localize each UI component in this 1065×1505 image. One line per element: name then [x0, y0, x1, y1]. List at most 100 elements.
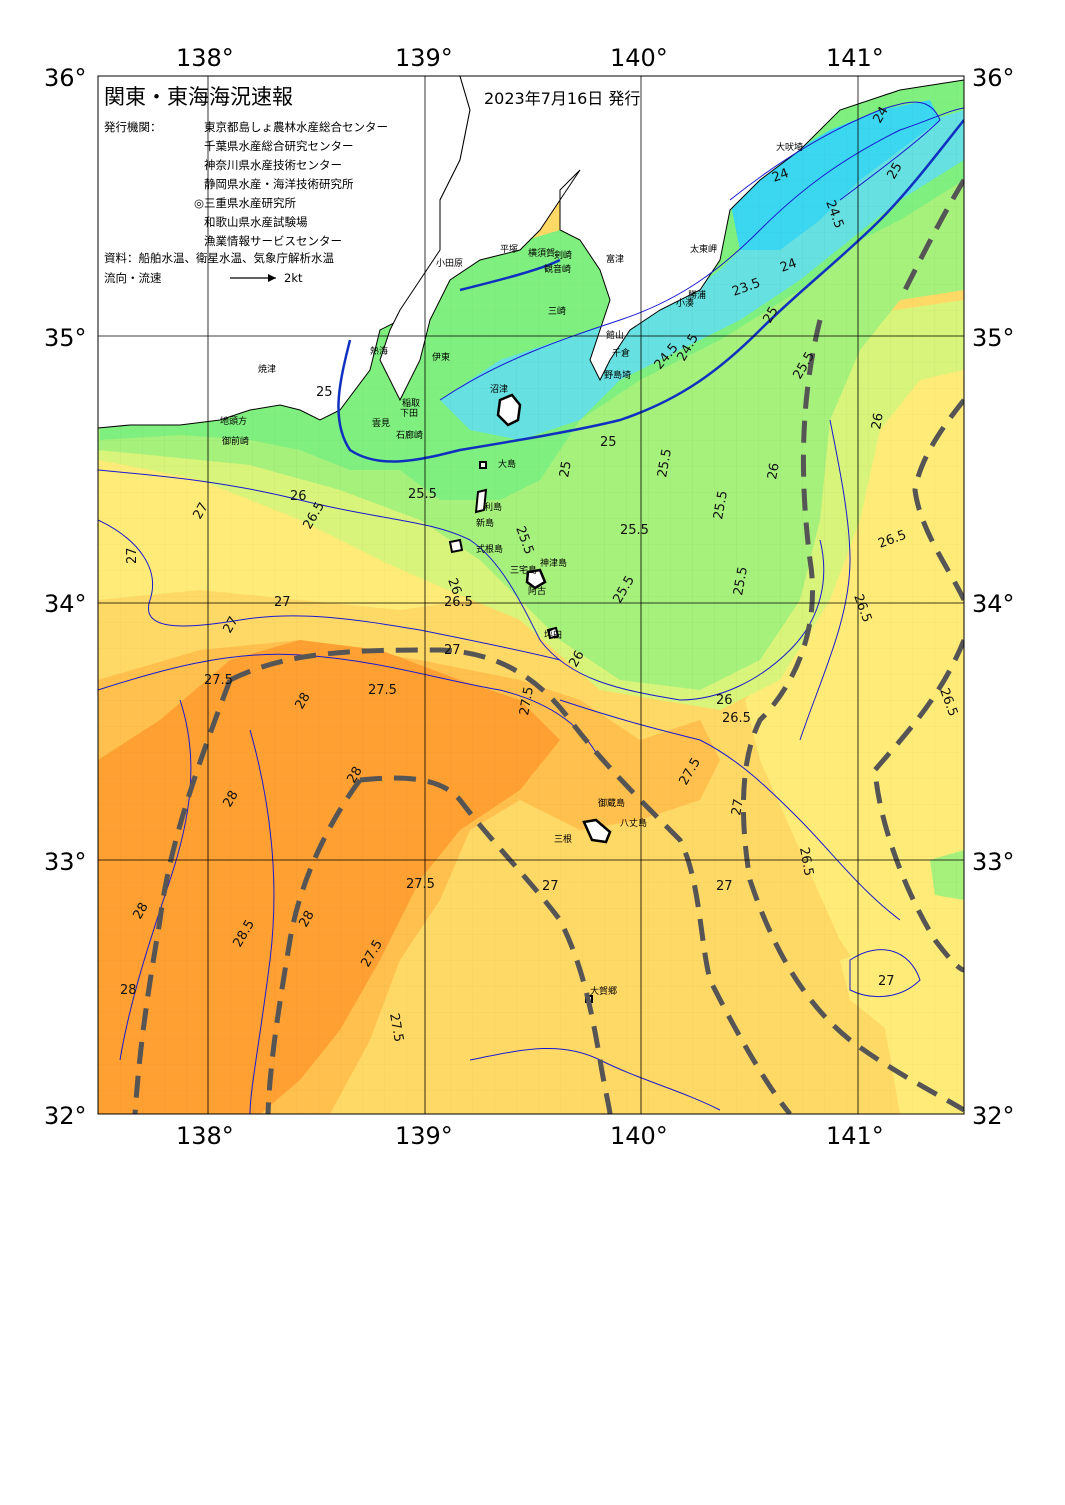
- place-label: 三根: [554, 833, 572, 845]
- place-label: 館山: [606, 329, 624, 341]
- place-label: 剣崎: [554, 249, 572, 261]
- data-sources: 資料：船舶水温、衛星水温、気象庁解析水温: [104, 251, 334, 265]
- issuer-5: ◎三重県水産研究所: [194, 196, 297, 210]
- isotherm-contours: [98, 101, 964, 1114]
- contour-value-label: 27: [716, 879, 733, 894]
- contour-value-label: 27: [878, 974, 895, 989]
- place-label: 三宅島: [510, 564, 537, 576]
- land: [98, 76, 964, 1003]
- front-inner: [359, 775, 613, 1114]
- contour-value-label: 28: [220, 788, 241, 810]
- contour-value-label: 28: [344, 764, 365, 786]
- contour-value-label: 28: [296, 908, 317, 930]
- place-label: 勝浦: [688, 289, 706, 301]
- contour-value-label: 25: [760, 304, 781, 326]
- lon-tick-top-138: 138°: [176, 44, 234, 72]
- place-label: 小湊: [676, 297, 694, 309]
- contour-value-label: 25: [316, 385, 333, 400]
- place-label: 新島: [476, 517, 494, 529]
- contour-value-label: 26.5: [796, 846, 816, 877]
- contour-value-label: 27.5: [406, 877, 435, 892]
- contour-value-label: 25: [884, 160, 905, 182]
- map-frame: [97, 75, 965, 1115]
- place-label: 三崎: [548, 305, 566, 317]
- front-far-east: [897, 178, 964, 302]
- place-label: 式根島: [476, 543, 503, 555]
- lat-tick-left-32: 32°: [44, 1102, 87, 1130]
- lat-tick-right-32: 32°: [972, 1102, 1015, 1130]
- lon-tick-bottom-139: 139°: [395, 1122, 453, 1150]
- place-label: 観音崎: [544, 263, 571, 275]
- contour-value-label: 25.5: [408, 487, 437, 502]
- lat-tick-left-36: 36°: [44, 64, 87, 92]
- lat-tick-right-35: 35°: [972, 324, 1015, 352]
- isotherm-28: [119, 699, 275, 1114]
- contour-value-label: 26.5: [722, 711, 751, 726]
- lat-tick-left-34: 34°: [44, 590, 87, 618]
- island-oshima: [496, 393, 522, 427]
- place-label: 八丈島: [620, 817, 647, 829]
- contour-value-label: 27: [542, 879, 559, 894]
- place-label: 横須賀: [528, 247, 555, 259]
- contour-value-label: 27.5: [386, 1012, 406, 1043]
- graticule: [98, 76, 964, 1114]
- contour-value-label: 25.5: [620, 523, 649, 538]
- contour-value-label: 27: [220, 614, 241, 636]
- contour-value-label: 26: [290, 489, 307, 504]
- isotherm-25-thick: [337, 119, 964, 463]
- isotherm-27-island: [849, 949, 921, 998]
- contour-value-label: 25: [600, 435, 617, 450]
- lat-tick-right-33: 33°: [972, 848, 1015, 876]
- contour-value-label: 27: [274, 595, 291, 610]
- contour-value-label: 26: [566, 648, 587, 670]
- issuer-6: 和歌山県水産試験場: [204, 215, 308, 229]
- lat-tick-right-34: 34°: [972, 590, 1015, 618]
- lon-tick-bottom-140: 140°: [610, 1122, 668, 1150]
- place-label: 神津島: [540, 557, 567, 569]
- place-label: 坪田: [544, 630, 562, 641]
- place-label: 野島埼: [604, 369, 631, 381]
- place-label: 千倉: [612, 347, 630, 359]
- issuer-3: 神奈川県水産技術センター: [204, 158, 342, 172]
- lon-tick-bottom-141: 141°: [826, 1122, 884, 1150]
- contour-value-label: 27: [444, 643, 461, 658]
- island-toshima: [479, 461, 487, 469]
- contour-value-label: 26: [716, 693, 733, 708]
- lon-tick-bottom-138: 138°: [176, 1122, 234, 1150]
- contour-value-label: 28: [130, 900, 151, 922]
- front-far-east-2: [912, 398, 964, 602]
- place-label: 阿古: [528, 585, 546, 597]
- place-label: 御前崎: [222, 435, 249, 447]
- front-far-east-3: [872, 639, 964, 973]
- island-kozushima: [448, 538, 464, 554]
- contour-value-label: 26: [444, 576, 464, 597]
- isotherm-24: [729, 101, 941, 201]
- place-label: 大吠埼: [776, 141, 803, 153]
- island-mikurajima: [546, 626, 560, 640]
- contour-labels: 24242424.524.524.523.5252525252525.525.5…: [120, 104, 960, 1043]
- contour-value-label: 27.5: [517, 686, 537, 717]
- issuer-1: 東京都島しょ農林水産総合センター: [204, 120, 388, 134]
- lon-tick-top-140: 140°: [610, 44, 668, 72]
- issue-date: 2023年7月16日 発行: [484, 89, 640, 108]
- axis-labels: 138° 139° 140° 141° 138° 139° 140° 141° …: [44, 44, 1015, 1150]
- current-legend-arrowhead: [268, 274, 276, 282]
- lat-tick-right-36: 36°: [972, 64, 1015, 92]
- land-honshu-east: [379, 76, 964, 402]
- isotherm-26: [98, 469, 825, 701]
- isotherm-24-5: [439, 107, 964, 401]
- issuer-7: 漁業情報サービスセンター: [204, 234, 342, 248]
- contour-value-label: 27.5: [368, 683, 397, 698]
- issuer-4: 静岡県水産・海洋技術研究所: [204, 177, 354, 191]
- place-label: 利島: [484, 501, 502, 513]
- contour-value-label: 27: [729, 798, 747, 817]
- place-label: 焼津: [258, 364, 276, 375]
- contour-value-label: 27: [190, 500, 211, 522]
- isotherm-27-5: [98, 653, 601, 761]
- contour-value-label: 25.5: [655, 448, 675, 479]
- place-label: 御蔵島: [598, 797, 625, 809]
- place-label: 富津: [606, 253, 624, 265]
- place-label: 大賀郷: [590, 985, 617, 997]
